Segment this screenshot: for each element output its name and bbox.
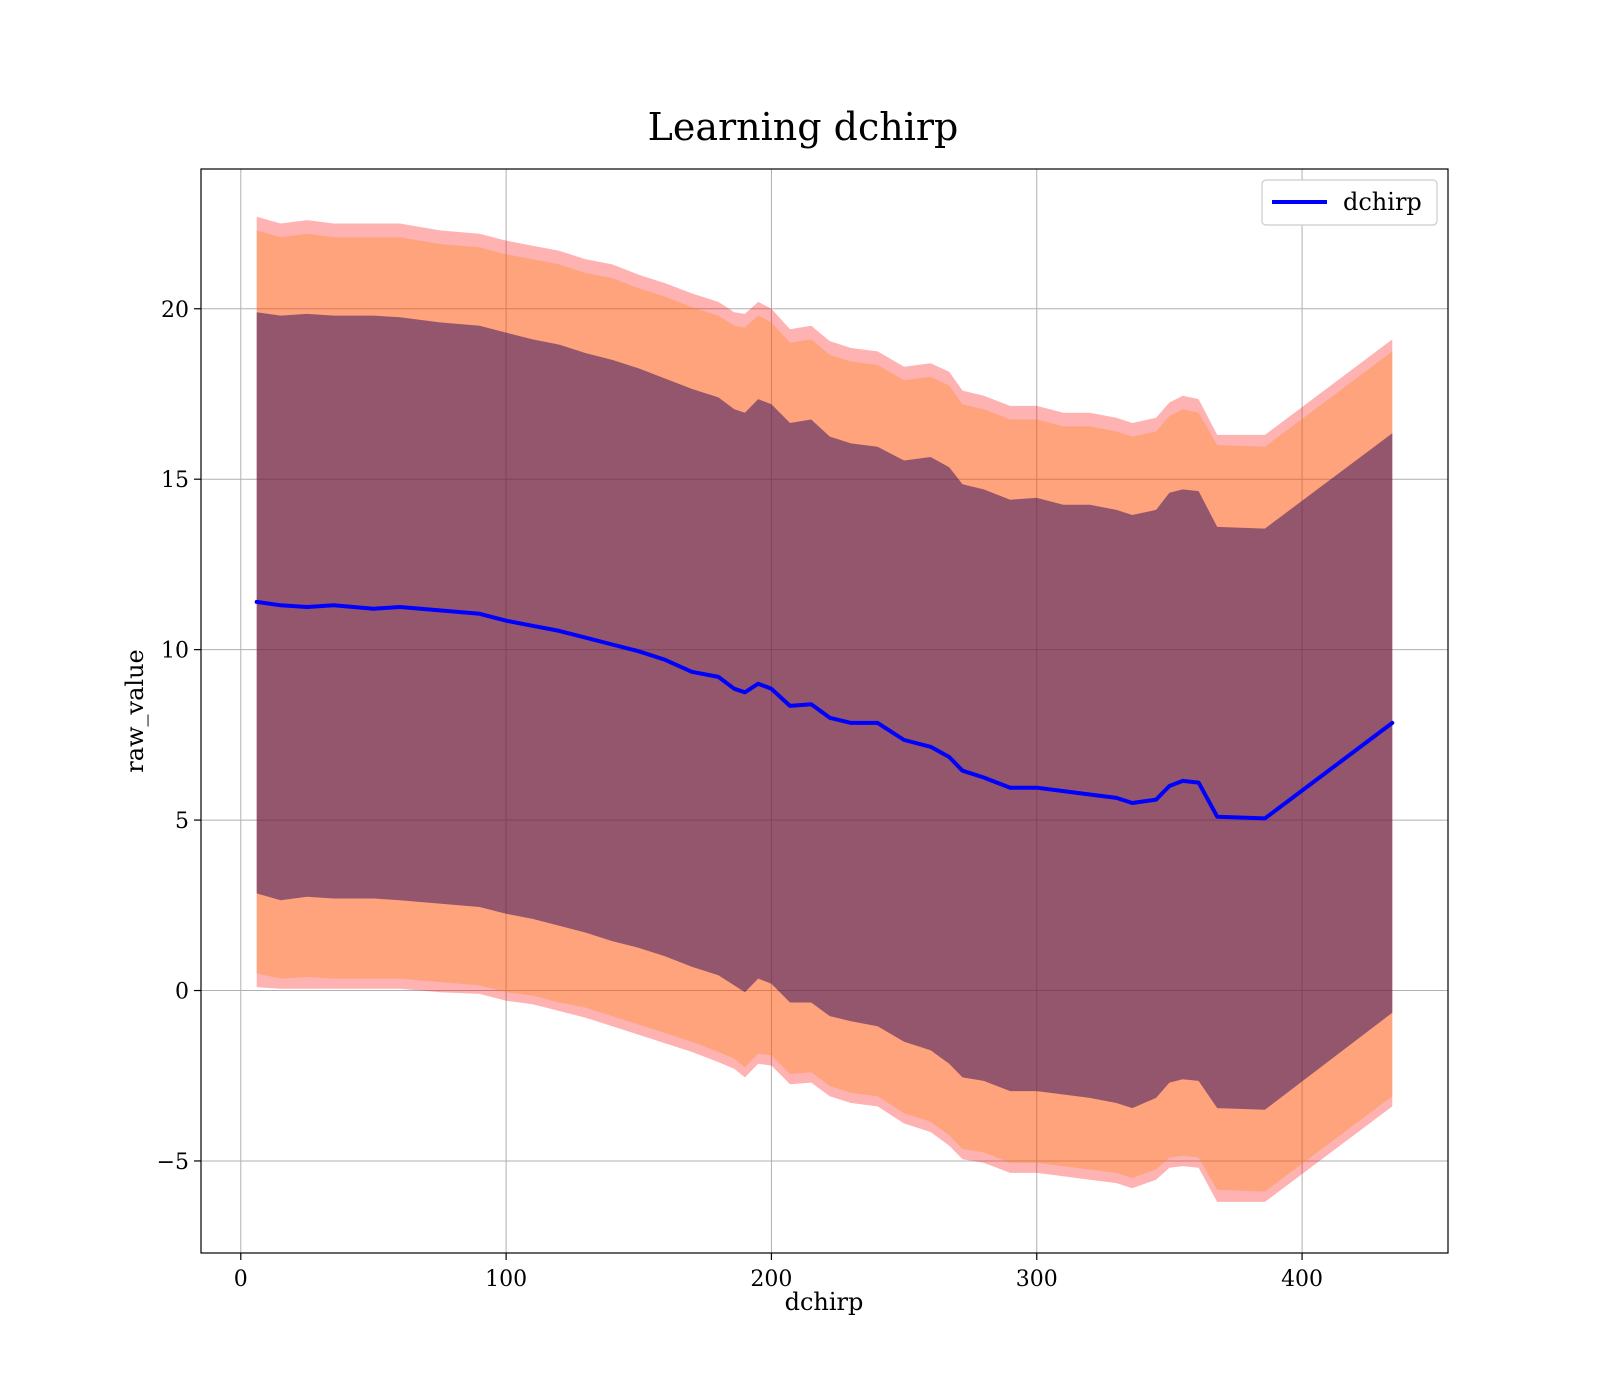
band-inner-area: [256, 312, 1393, 1110]
y-tick-label: −5: [157, 1150, 189, 1175]
series-lines: [254, 599, 1395, 821]
y-axis-label: raw_value: [121, 649, 149, 773]
x-tick-label: 100: [485, 1267, 527, 1292]
series-line-dchirp: [254, 599, 1395, 821]
plot-frame: [200, 168, 1449, 1254]
x-tick-label: 300: [1016, 1267, 1058, 1292]
legend-label-dchirp: dchirp: [1343, 188, 1422, 216]
chart-title: Learning dchirp: [648, 105, 959, 149]
y-tick-label: 0: [175, 980, 189, 1005]
y-tick-label: 15: [161, 468, 189, 493]
legend: dchirp: [1261, 179, 1438, 226]
x-tick-label: 0: [234, 1267, 248, 1292]
legend-box: [1261, 179, 1438, 226]
plot-area: 0 100 200 300 400 −5 0 5 10 15 20: [157, 168, 1449, 1292]
x-tick-label: 200: [750, 1267, 792, 1292]
y-tick-label: 5: [175, 809, 189, 834]
axis-ticks: 0 100 200 300 400 −5 0 5 10 15 20: [157, 298, 1324, 1292]
y-tick-label: 20: [161, 298, 189, 323]
y-tick-label: 10: [161, 639, 189, 664]
x-axis-label: dchirp: [785, 1288, 864, 1316]
confidence-bands: [256, 216, 1393, 1202]
x-tick-label: 400: [1281, 1267, 1323, 1292]
